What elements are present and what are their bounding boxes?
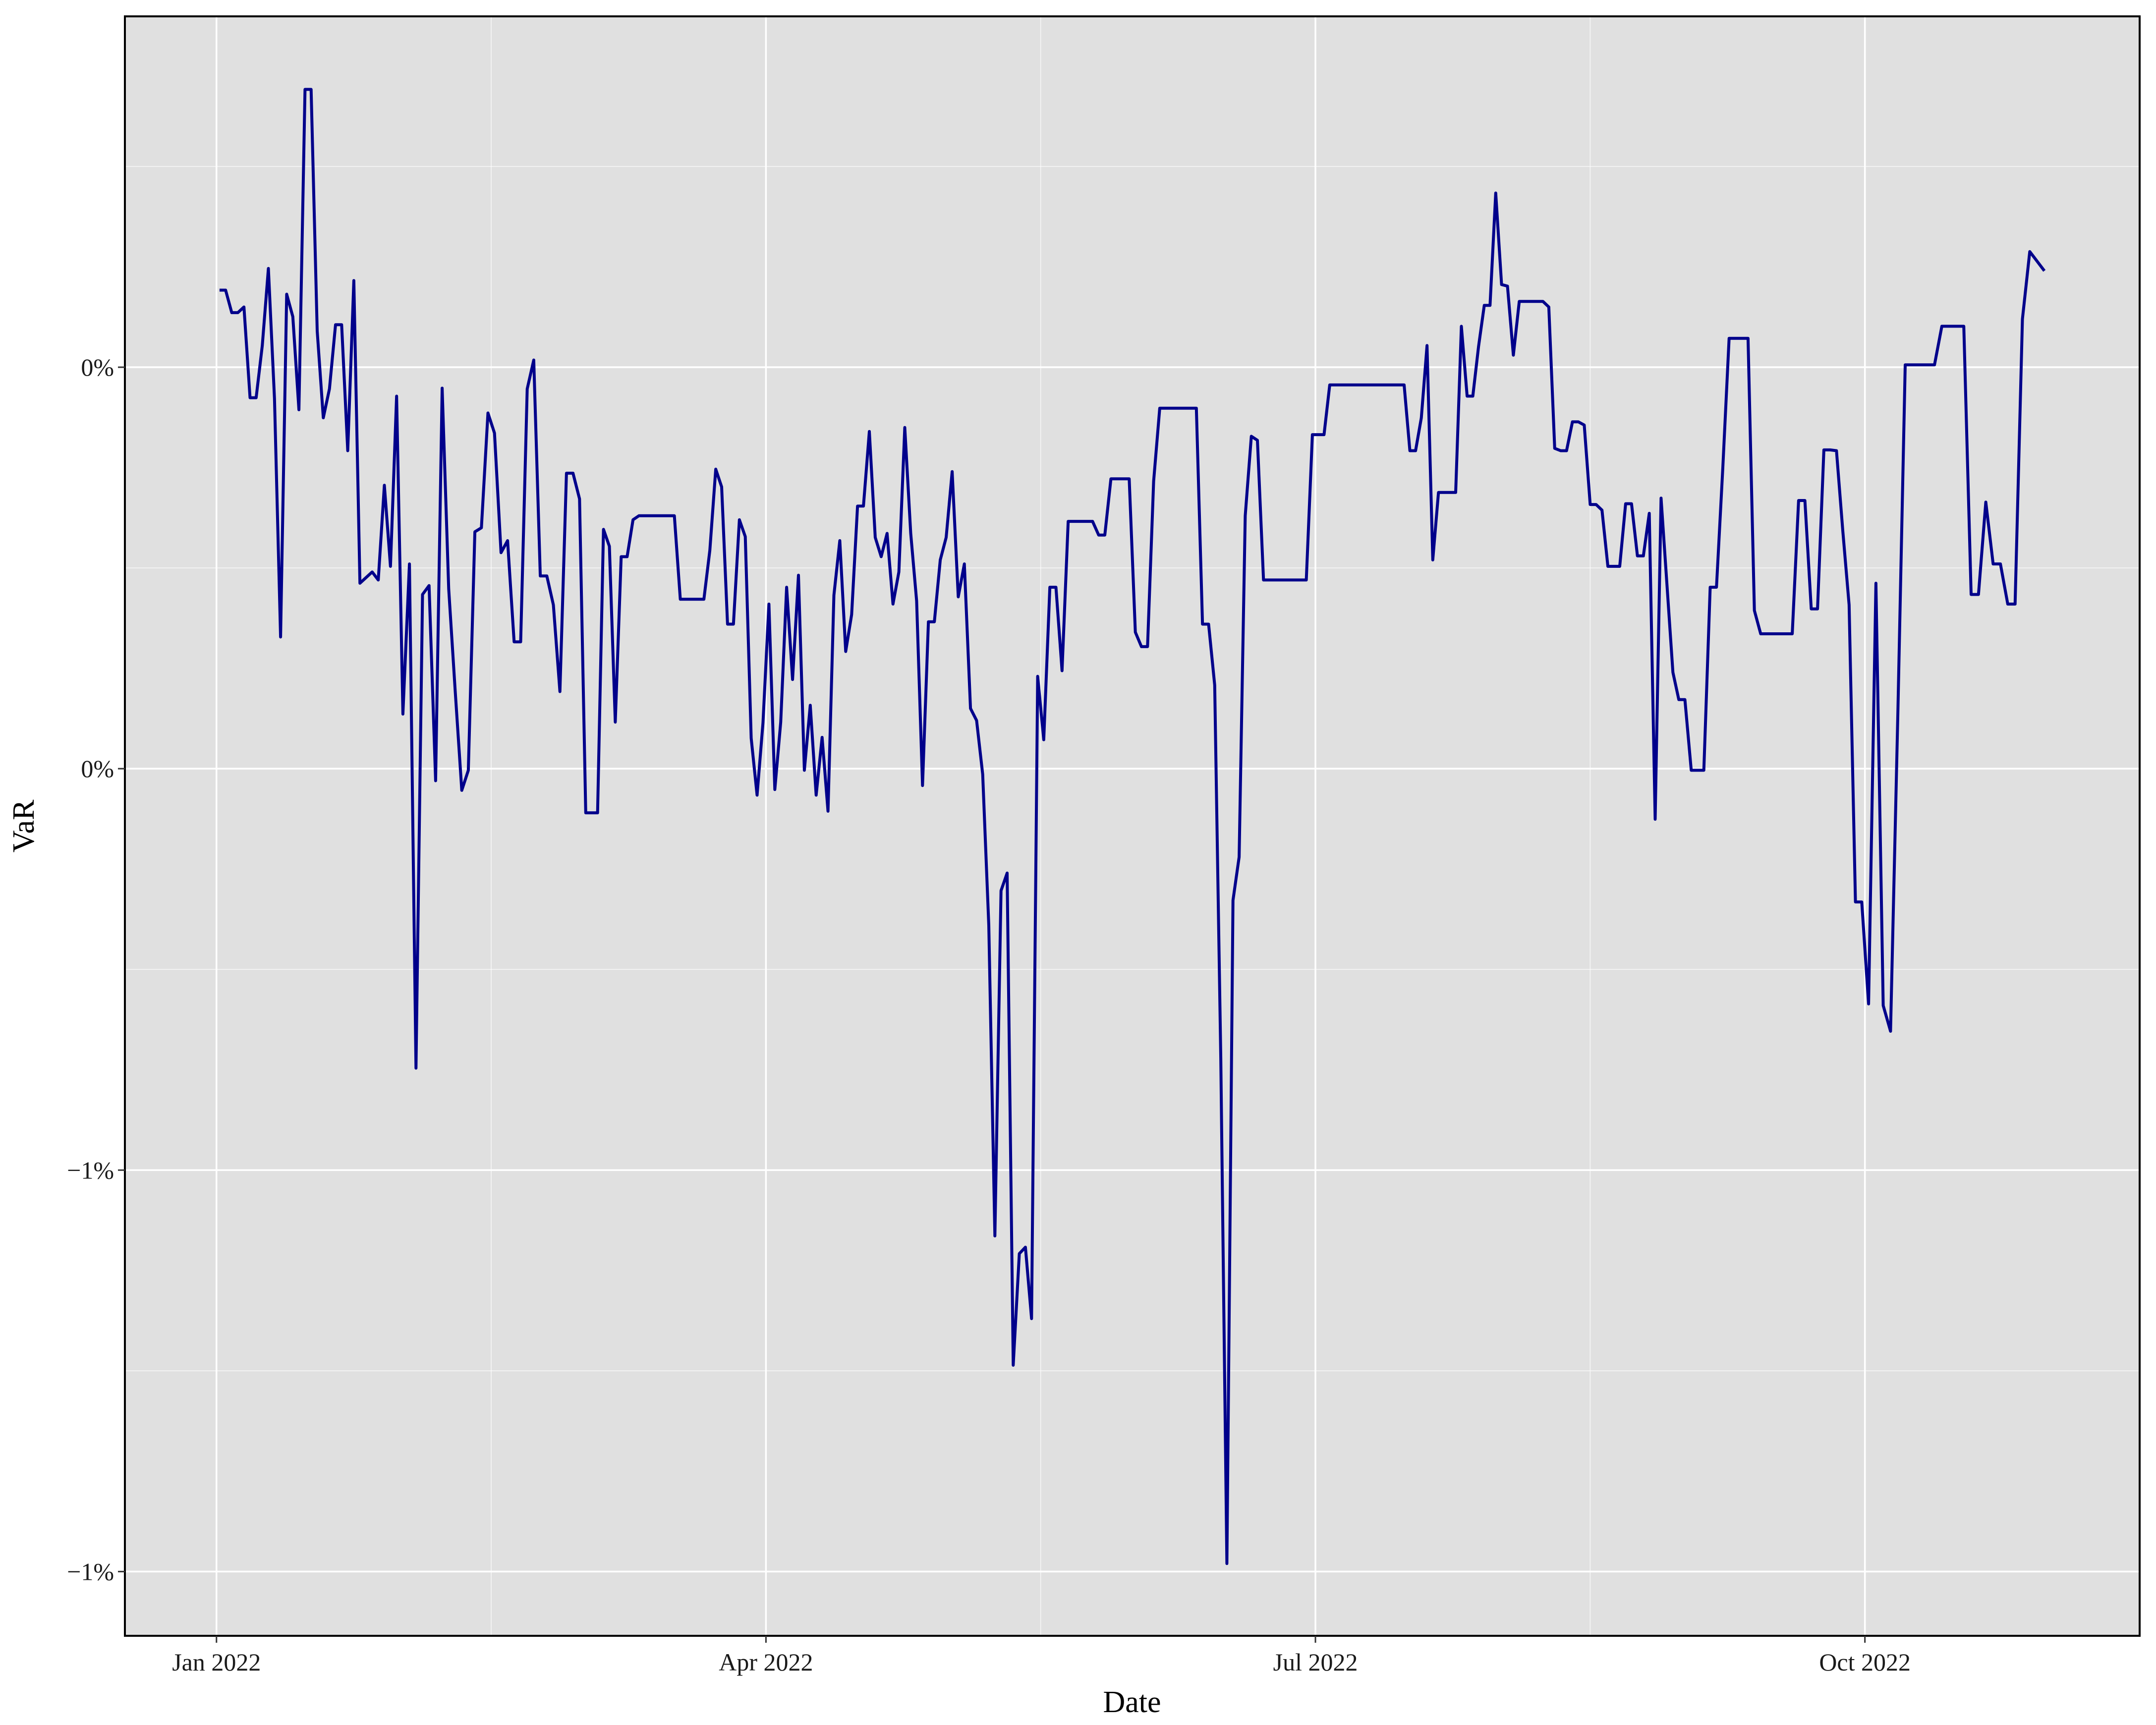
x-tick-label: Oct 2022	[1819, 1648, 1911, 1676]
plot-panel	[125, 16, 2140, 1636]
x-tick-label: Jan 2022	[172, 1648, 261, 1676]
grid	[125, 16, 2140, 1636]
y-axis-title: VaR	[7, 799, 41, 852]
x-axis-title: Date	[1103, 1685, 1161, 1719]
y-tick-label: −1%	[67, 1558, 114, 1585]
x-tick-label: Jul 2022	[1273, 1648, 1358, 1676]
y-tick-label: 0%	[81, 353, 114, 381]
var-line	[219, 88, 2046, 1565]
axes: −1% −1% 0% 0% Jan 2022 Apr 2022 Jul 2022 Oct 20…	[67, 353, 1911, 1676]
y-tick-label: −1%	[67, 1156, 114, 1184]
plot-border	[124, 15, 2141, 1637]
y-tick-label: 0%	[81, 755, 114, 782]
marks	[219, 88, 2046, 1565]
x-tick-label: Apr 2022	[719, 1648, 813, 1676]
